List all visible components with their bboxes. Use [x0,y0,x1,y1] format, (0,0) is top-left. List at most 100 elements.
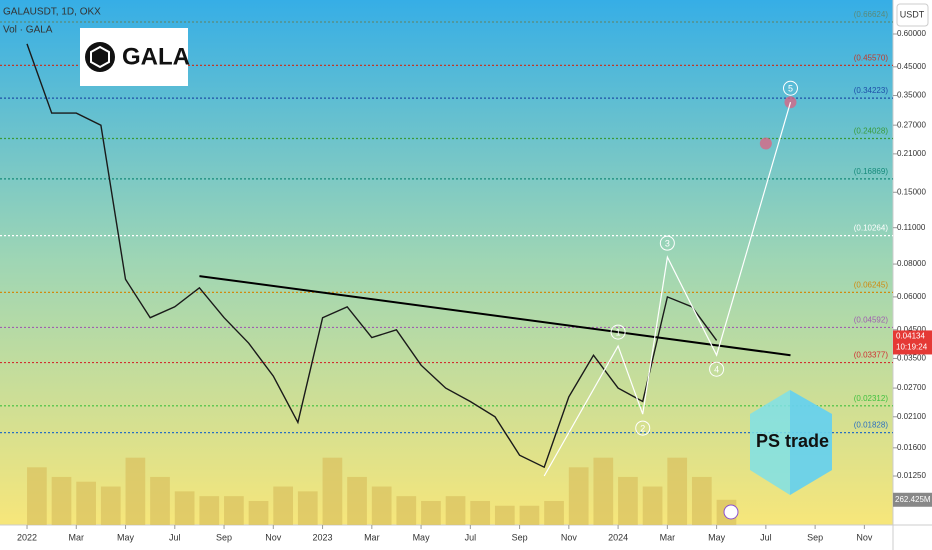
chart-subtitle: Vol · GALA [3,25,53,36]
volume-bar [618,476,638,525]
x-tick-label: May [708,532,726,542]
volume-bar [396,496,417,525]
volume-bar [568,467,589,525]
y-tick-label: 0.11000 [897,223,926,232]
y-tick-label: 0.03500 [897,354,926,363]
x-tick-label: Nov [856,532,873,542]
x-tick-label: Nov [561,532,578,542]
x-tick-label: 2022 [17,532,37,542]
wave-label-circle [610,324,626,340]
volume-bar [224,496,244,525]
y-tick-label: 0.21000 [897,149,926,158]
marks: (0.66624) (0.45570) (0.34223) (0.24028) (0.1… [0,10,893,525]
volume-bar [322,457,343,525]
volume-bar [100,486,121,525]
y-tick-label: 0.35000 [897,91,926,100]
volume-bar [519,505,540,525]
trendline [199,275,791,357]
volume-bar [667,457,688,525]
volume-bar [544,500,564,525]
wave-label: 4 [714,365,719,375]
x-tick-label: May [413,532,431,542]
y-tick-label: 0.01250 [897,471,926,480]
volume-bar [27,467,47,525]
x-tick-label: Sep [216,532,232,542]
volume-bar [51,476,72,525]
volume-bar [642,486,663,525]
fib-level-label: (0.24028) [854,127,889,136]
y-tick-label: 0.27000 [897,120,926,129]
x-tick-label: Mar [364,532,380,542]
fib-level-label: (0.02312) [854,394,889,403]
volume-bar [691,476,712,525]
volume-bar [174,491,195,525]
logo-icon [85,42,115,72]
logo-text: GALA [122,43,190,70]
volume-bar [470,500,491,525]
volume-label: 262.425M [895,495,931,504]
event-icon [723,504,739,520]
y-tick-label: 0.45000 [897,62,926,71]
chart-title: GALAUSDT, 1D, OKX [3,7,101,18]
fib-level-label: (0.45570) [854,54,889,63]
logo-icon [90,45,110,69]
volume-bar [593,457,614,525]
last-price-box [893,330,932,355]
target [759,137,772,150]
volume-bar [445,496,466,525]
x-tick-label: Sep [807,532,823,542]
price-line [26,43,718,469]
volume-bar [297,491,318,525]
y-tick-label: 0.02100 [897,412,926,421]
wave-path [543,102,792,477]
volume-label-box [893,492,932,507]
volume-bar [248,500,269,525]
x-tick-label: Nov [265,532,282,542]
y-tick-label: 0.60000 [897,29,926,38]
volume-bar [421,500,441,525]
fib-level-label: (0.03377) [854,351,889,360]
volume-bar [199,496,220,525]
volume-bar [273,486,294,525]
volume-bar [76,481,96,525]
x-tick-label: Jul [465,532,477,542]
volume-bar [371,486,392,525]
y-tick-label: 0.15000 [897,187,926,196]
wave-label-circle [659,235,675,251]
y-tick-label: 0.08000 [897,259,926,268]
x-tick-label: Jul [760,532,772,542]
fib-level-label: (0.01828) [854,421,889,430]
x-tick-label: Mar [69,532,85,542]
fib-level-label: (0.34223) [854,86,889,95]
brand-text: PS trade [756,431,829,451]
y-tick-label: 0.02700 [897,383,926,392]
wave-label: 2 [640,423,645,433]
time-axis [0,525,893,550]
fib-level-label: (0.04592) [854,316,889,325]
y-tick-label: 0.04500 [897,325,926,334]
fib-level-label: (0.06245) [854,280,889,289]
wave-label-circle [635,420,651,436]
volume-bar [494,505,515,525]
x-tick-label: 2023 [313,532,333,542]
last-price: 0.04134 [896,332,925,341]
brand-logo [790,390,832,495]
y-unit: USDT [900,9,925,19]
volume-bar [347,476,367,525]
fib-level-label: (0.10264) [854,224,889,233]
x-tick-label: 2024 [608,532,628,542]
countdown: 10:19:24 [896,343,928,352]
y-tick-label: 0.06000 [897,292,926,301]
wave-label: 1 [616,327,621,337]
x-tick-label: May [117,532,135,542]
volume-bar [150,476,170,525]
x-tick-label: Sep [512,532,528,542]
price-axis [893,0,932,550]
fib-level-label: (0.66624) [854,10,889,19]
wave-label: 3 [665,239,670,249]
volume-bar [125,457,146,525]
y-tick-label: 0.01600 [897,443,926,452]
wave-label: 5 [788,84,793,94]
unit-box [896,3,929,27]
